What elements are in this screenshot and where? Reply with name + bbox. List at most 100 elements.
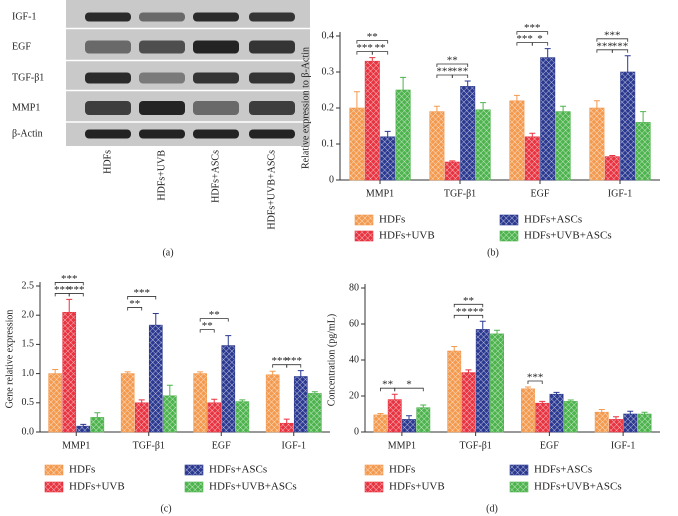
blot-band [139,40,185,54]
bar [380,136,396,181]
panel-label: (b) [487,247,499,258]
bar [604,156,620,181]
bar [395,89,411,181]
bar [429,111,445,181]
significance-label: ** [463,295,474,307]
legend-swatch [354,214,374,226]
error-bar [640,111,647,123]
error-bar [524,386,531,389]
significance-label: *** [596,40,613,52]
bar [521,388,535,433]
bar [524,136,540,181]
error-bar [225,335,232,346]
blot-band [139,129,185,139]
bar [444,161,460,181]
bar [609,419,623,433]
significance-bracket [356,40,389,44]
error-bar [384,130,391,137]
bar [461,372,476,433]
panel-label: (d) [486,503,498,514]
legend-swatch [364,464,384,476]
legend-label: HDFs+UVB [69,481,125,493]
legend-swatch [499,230,519,242]
legend-label: HDFs+UVB+ASCs [534,481,622,493]
bar [594,411,609,433]
significance-label: ** [382,379,393,391]
bar [387,399,402,433]
significance-label: *** [467,306,484,318]
error-bar [311,391,318,394]
y-tick-label: 0.1 [322,138,335,149]
significance-label: * [537,33,543,45]
legend-swatch [354,230,374,242]
legend-label: HDFs+UVB [379,230,435,242]
significance-label: *** [516,33,533,45]
legend-label: HDFs+UVB+ASCs [524,230,612,242]
axis-line [364,284,660,433]
legend-label: HDFs+UVB+ASCs [209,481,297,493]
bar [265,374,280,433]
legend-swatch [499,214,519,226]
bar [460,86,476,181]
bar [293,376,308,433]
legend-label: HDFs [379,214,405,226]
bar [475,329,490,433]
error-bar [598,409,605,413]
error-bar [283,418,290,424]
error-bar [529,132,536,137]
bar [620,71,636,181]
legend-swatch [364,481,384,493]
significance-bracket [394,387,424,392]
significance-bracket [286,364,302,368]
significance-label: ** [209,309,220,321]
blot-band [249,40,295,54]
y-tick-label: 0.4 [322,30,335,41]
bar [221,345,236,433]
bar [402,419,416,433]
error-bar [66,298,73,313]
legend-label: HDFs+ASCs [524,214,582,226]
error-bar [369,57,376,62]
significance-label: * [406,379,412,391]
error-bar [166,384,173,396]
error-bar [609,155,616,157]
y-tick-label: 2.5 [22,280,35,291]
y-tick-label: 0 [354,426,359,437]
significance-label: *** [604,29,621,41]
significance-bracket [611,49,629,53]
legend-swatch [184,481,204,493]
significance-label: *** [68,284,85,296]
significance-bracket [531,42,549,46]
y-tick-label: 1.5 [22,339,35,350]
error-bar [567,399,574,402]
x-tick-label: TGF-β1 [133,440,165,451]
error-bar [641,411,648,414]
error-bar [480,102,487,110]
error-bar [400,76,407,90]
bar [549,393,564,433]
bar [62,311,77,433]
error-bar [406,415,413,420]
bar [349,107,365,181]
x-tick-label: IGF-1 [611,440,635,451]
significance-bracket [54,282,84,286]
blot-band [249,12,295,22]
legend-swatch [44,481,64,493]
bar [90,417,105,433]
bar [235,401,250,433]
blot-band [193,12,239,22]
significance-label: *** [61,273,78,285]
y-tick-label: 0 [329,174,334,185]
error-bar [612,416,619,420]
panel-label: (a) [162,247,173,258]
bar [163,395,177,433]
blot-band [139,12,185,22]
x-tick-label: IGF-1 [282,440,306,451]
legend-swatch [509,464,529,476]
panel-label: (c) [160,503,171,514]
y-tick-label: 80 [349,282,359,293]
legend-swatch [509,481,529,493]
blot-band [85,129,131,139]
bar [134,402,149,433]
